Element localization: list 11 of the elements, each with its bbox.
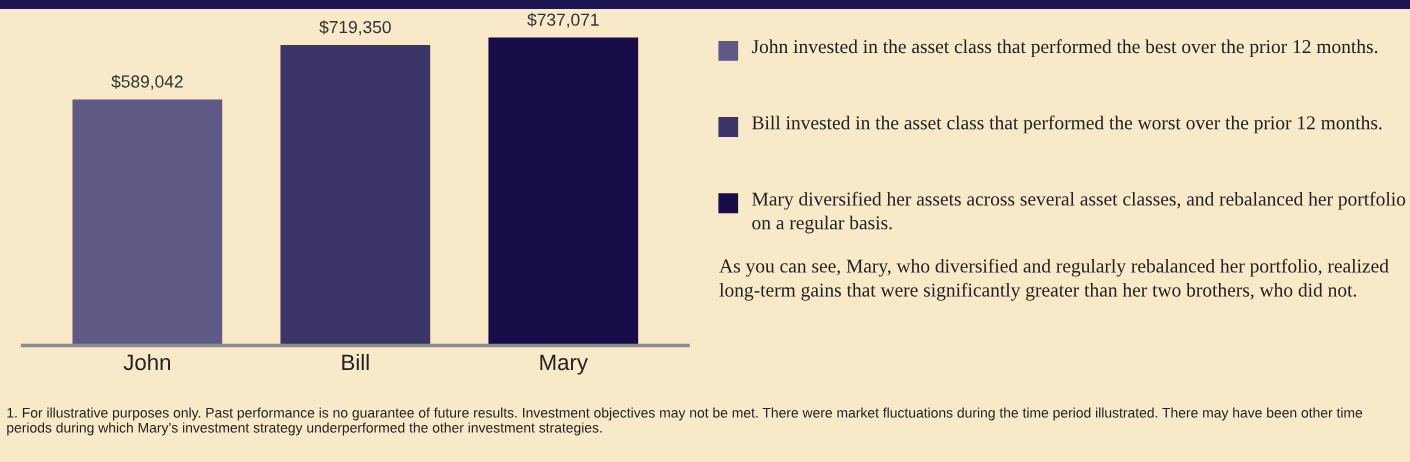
x-tick-label: John <box>123 353 170 371</box>
data-label: $589,042 <box>111 74 183 90</box>
data-label: $737,071 <box>527 12 599 28</box>
legend-label: Bill invested in the asset class that performed the worst over the prior 12 months. <box>752 115 1382 134</box>
legend-label: Mary diversified her assets across several asset classes, and rebalanced her portfolio on a regular basis. <box>752 191 1406 234</box>
x-tick-label: Bill <box>342 353 369 371</box>
text: As you can see, Mary, who diversified and regularly rebalanced her portfolio, realized long-term gains that were significantly greater than her two brothers, who did not. <box>719 258 1389 301</box>
legend-label: John invested in the asset class that performed the best over the prior 12 months. <box>751 39 1378 58</box>
text: 1. For illustrative purposes only. Past performance is no guarantee of future results. Investment objectives may not be met. There were market fluctuations during the time period illustrated. There may have been other time periods during which Mary’s investment strategy underperformed the other investment strategies. <box>7 407 1363 436</box>
x-tick-label: Mary <box>540 354 588 375</box>
data-label: $719,350 <box>319 20 391 36</box>
